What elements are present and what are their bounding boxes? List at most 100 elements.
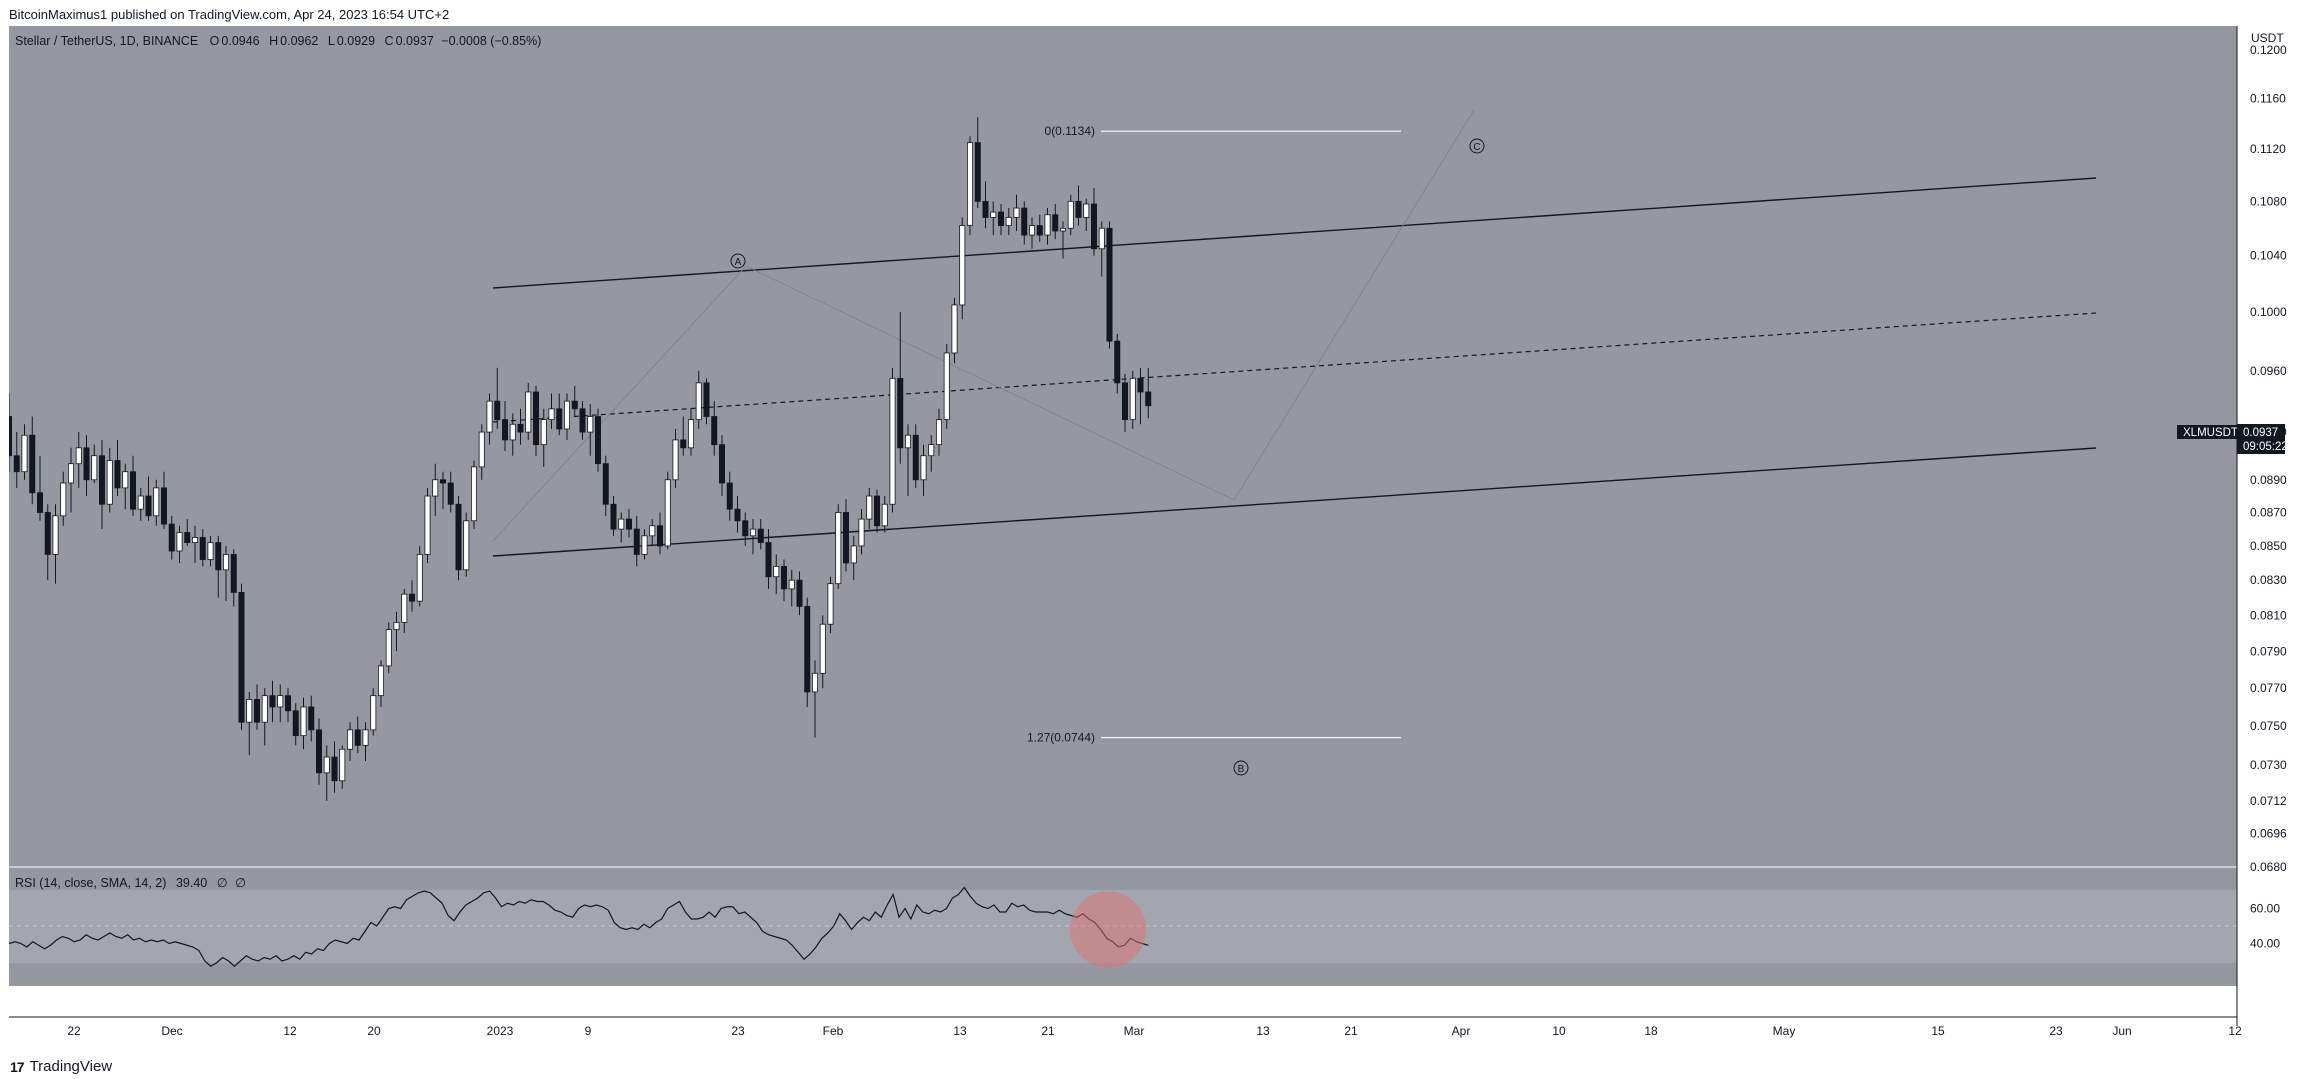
candle-body-down <box>1106 227 1113 342</box>
candle <box>424 487 431 563</box>
candle <box>912 424 919 488</box>
price-tick-label: 0.1200 <box>2250 43 2287 57</box>
candle-body-down <box>579 408 586 433</box>
rsi-tick-label: 60.00 <box>2250 902 2280 916</box>
price-axis-currency: USDT <box>2251 31 2284 45</box>
candle-body-down <box>998 211 1005 226</box>
ohlc-close-value: 0.0937 <box>396 34 434 48</box>
candle-body-down <box>517 423 524 433</box>
candle <box>1129 370 1136 429</box>
candle <box>486 393 493 445</box>
candle-body-up <box>191 537 198 543</box>
candle <box>626 509 633 538</box>
candle <box>362 722 369 761</box>
candle-body-up <box>664 479 671 547</box>
chart-container[interactable]: Stellar / TetherUS, 1D, BINANCE O 0.0946 … <box>9 26 2305 1056</box>
candle-body-down <box>804 606 811 693</box>
time-tick-label: 13 <box>1256 1024 1270 1038</box>
candle <box>649 519 656 546</box>
candle <box>408 580 415 612</box>
candle <box>796 571 803 616</box>
candle-body-down <box>215 542 222 571</box>
candle-body-down <box>36 492 43 513</box>
price-tick-label: 0.1160 <box>2250 92 2286 106</box>
candle-body-up <box>339 748 346 782</box>
candle-body-up <box>1060 227 1067 232</box>
candle-body-up <box>52 515 59 555</box>
candle-body-up <box>385 629 392 667</box>
candle <box>106 447 113 513</box>
candle <box>719 435 726 497</box>
candle-body-down <box>1145 391 1152 407</box>
candle <box>222 545 229 602</box>
candle <box>501 401 508 451</box>
candle <box>850 535 857 581</box>
candle-body-up <box>401 593 408 623</box>
candle-body-up <box>207 542 214 560</box>
candle <box>1021 201 1028 245</box>
candle <box>137 487 144 521</box>
candle <box>9 393 12 472</box>
candle-body-up <box>106 460 113 505</box>
candle <box>1075 185 1082 226</box>
price-chart-svg[interactable]: Stellar / TetherUS, 1D, BINANCE O 0.0946 … <box>9 26 2305 1056</box>
candle-body-up <box>672 439 679 481</box>
candle-body-down <box>1137 377 1144 393</box>
candle <box>889 367 896 513</box>
candle-body-up <box>222 554 229 571</box>
candle <box>122 463 129 510</box>
symbol-tag-label: XLMUSDT <box>2183 427 2238 439</box>
footer: 17 TradingView <box>0 1052 2314 1079</box>
candle <box>300 697 307 750</box>
price-tick-label: 0.0750 <box>2250 719 2287 733</box>
candle <box>385 622 392 674</box>
time-tick-label: 13 <box>953 1024 967 1038</box>
candle <box>943 344 950 429</box>
candle-body-down <box>1091 203 1098 250</box>
ohlc-low-label: L <box>328 34 335 48</box>
candle-body-up <box>540 419 547 446</box>
candle <box>540 408 547 467</box>
candle-body-down <box>711 416 718 446</box>
tradingview-logo[interactable]: 17 TradingView <box>10 1058 112 1075</box>
price-tag-value: 0.0937 <box>2243 427 2278 439</box>
candle <box>657 512 664 555</box>
candle <box>936 408 943 456</box>
candle <box>998 204 1005 236</box>
candle <box>1114 333 1121 394</box>
candle <box>579 401 586 440</box>
candle-body-down <box>160 487 167 525</box>
fib-label-127: 1.27(0.0744) <box>1027 731 1095 745</box>
candle-body-down <box>114 460 121 489</box>
candle-body-up <box>750 528 757 537</box>
candle-body-up <box>990 211 997 218</box>
candle-body-down <box>626 518 633 530</box>
candle-body-down <box>331 756 338 782</box>
candle-body-down <box>494 400 501 421</box>
candle <box>571 385 578 417</box>
candle <box>881 496 888 533</box>
candle-body-up <box>905 434 912 449</box>
candle <box>1067 194 1074 236</box>
candle <box>548 393 555 429</box>
candle <box>595 408 602 472</box>
candle <box>509 413 516 456</box>
price-tick-label: 0.0696 <box>2250 827 2287 841</box>
candle-body-up <box>928 444 935 457</box>
candle-body-up <box>641 535 648 555</box>
candle <box>323 745 330 801</box>
candle-body-up <box>850 545 857 564</box>
symbol-tag-bg <box>2177 425 2237 439</box>
candle-body-up <box>548 408 555 421</box>
candle-body-up <box>1098 227 1105 250</box>
candle <box>439 471 446 510</box>
candle-body-up <box>432 479 439 497</box>
candle-body-down <box>533 391 540 446</box>
candle-body-up <box>688 419 695 449</box>
candle <box>750 519 757 555</box>
candle <box>44 504 51 581</box>
candle <box>533 385 540 456</box>
candle <box>1005 208 1012 236</box>
time-tick-label: 12 <box>283 1024 297 1038</box>
rsi-line <box>9 886 1149 968</box>
